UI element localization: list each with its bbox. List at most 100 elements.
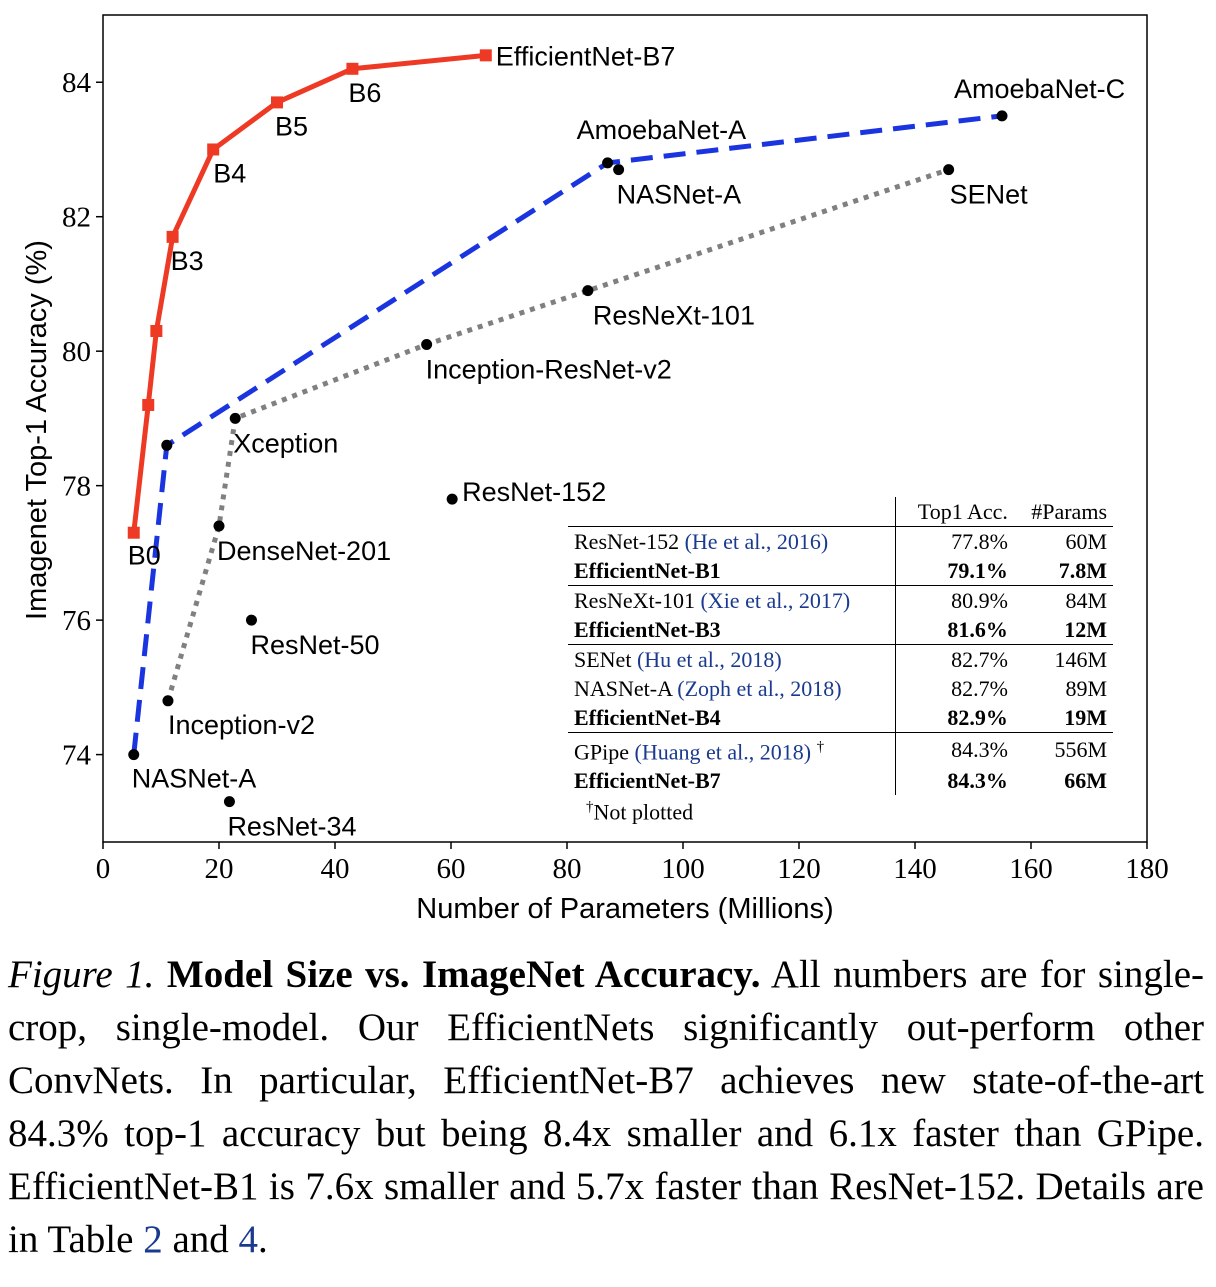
table-header-model bbox=[568, 497, 895, 527]
citation-link[interactable]: (Hu et al., 2018) bbox=[636, 647, 782, 672]
footnote-text: Not plotted bbox=[593, 799, 694, 825]
plot-frame bbox=[102, 14, 1148, 843]
data-label: AmoebaNet-C bbox=[954, 74, 1125, 104]
data-point-square bbox=[346, 62, 359, 75]
data-point bbox=[162, 695, 174, 707]
citation-link[interactable]: (Xie et al., 2017) bbox=[700, 588, 851, 613]
table-cell-params: 60M bbox=[1013, 526, 1113, 556]
data-label: NASNet-A bbox=[132, 764, 257, 794]
citation-link[interactable]: (Huang et al., 2018) bbox=[634, 739, 812, 765]
series-line bbox=[131, 52, 487, 533]
data-label: ResNet-152 bbox=[462, 477, 606, 507]
caption-end: . bbox=[258, 1218, 268, 1261]
y-tick-label: 82 bbox=[62, 202, 91, 234]
table-cell-model: GPipe (Huang et al., 2018) † bbox=[568, 732, 896, 767]
data-point bbox=[613, 164, 625, 176]
x-tick-label: 160 bbox=[1009, 853, 1053, 885]
x-tick-label: 80 bbox=[553, 853, 582, 885]
data-point bbox=[223, 796, 235, 808]
y-tick-label: 78 bbox=[62, 471, 91, 503]
model-name: ResNet-152 bbox=[574, 529, 680, 554]
citation-link[interactable]: (Zoph et al., 2018) bbox=[677, 676, 842, 701]
dagger-symbol: † bbox=[586, 799, 594, 816]
y-tick-label: 80 bbox=[62, 336, 91, 368]
x-tick-label: 180 bbox=[1125, 853, 1169, 885]
table-ref-link[interactable]: 2 bbox=[143, 1218, 163, 1261]
figure-label: Figure 1. bbox=[8, 953, 155, 996]
table-row: ResNeXt-101 (Xie et al., 2017) 80.9% 84M bbox=[568, 585, 1113, 615]
data-label: AmoebaNet-A bbox=[577, 115, 747, 145]
table-cell-accuracy: 81.6% bbox=[894, 615, 1014, 645]
table-row: EfficientNet-B4 82.9% 19M bbox=[568, 703, 1113, 733]
x-axis-label: Number of Parameters (Millions) bbox=[416, 893, 833, 925]
x-tick-label: 40 bbox=[321, 853, 350, 885]
figure-chart: Number of Parameters (Millions) Imagenet… bbox=[21, 14, 1169, 925]
model-name: EfficientNet-B4 bbox=[574, 705, 721, 730]
data-point-square bbox=[142, 398, 155, 411]
table-cell-model: NASNet-A (Zoph et al., 2018) bbox=[568, 674, 895, 703]
model-name: SENet bbox=[574, 647, 632, 672]
y-tick-label: 76 bbox=[62, 605, 91, 637]
table-cell-accuracy: 77.8% bbox=[894, 526, 1014, 556]
x-tick-label: 120 bbox=[777, 853, 821, 885]
table-cell-accuracy: 80.9% bbox=[894, 585, 1014, 615]
table-cell-model: EfficientNet-B4 bbox=[568, 703, 895, 733]
data-point bbox=[421, 338, 433, 350]
data-point-square bbox=[166, 230, 179, 243]
table-ref-link[interactable]: 4 bbox=[238, 1218, 259, 1261]
table-row: EfficientNet-B3 81.6% 12M bbox=[568, 615, 1113, 645]
caption-and: and bbox=[172, 1218, 229, 1261]
table-row: GPipe (Huang et al., 2018) † 84.3% 556M bbox=[568, 732, 1113, 767]
table-cell-model: SENet (Hu et al., 2018) bbox=[568, 644, 896, 674]
table-cell-model: ResNeXt-101 (Xie et al., 2017) bbox=[568, 585, 896, 615]
series-line bbox=[131, 113, 1003, 755]
x-tick-label: 0 bbox=[96, 853, 111, 885]
x-tick-label: 20 bbox=[205, 853, 234, 885]
data-label: Inception-ResNet-v2 bbox=[426, 354, 672, 384]
data-point-square bbox=[479, 49, 492, 62]
table-cell-params: 7.8M bbox=[1058, 558, 1107, 583]
comparison-table: Top1 Acc. #Params ResNet-152 (He et al.,… bbox=[568, 497, 1113, 826]
data-label: EfficientNet-B7 bbox=[496, 41, 676, 71]
table-cell-params: 84M bbox=[1013, 585, 1113, 615]
data-label: B4 bbox=[213, 158, 246, 188]
table-cell-model: EfficientNet-B7 bbox=[568, 766, 895, 795]
dagger-mark: † bbox=[816, 739, 825, 755]
model-name: EfficientNet-B7 bbox=[574, 768, 721, 794]
table-cell-params: 66M bbox=[1064, 768, 1107, 794]
table-row: EfficientNet-B7 84.3% 66M bbox=[568, 766, 1113, 796]
table-cell-params: 556M bbox=[1013, 732, 1113, 767]
data-label: SENet bbox=[950, 180, 1029, 210]
x-tick-label: 140 bbox=[893, 853, 937, 885]
y-axis-label: Imagenet Top-1 Accuracy (%) bbox=[21, 240, 53, 620]
data-point-square bbox=[207, 143, 220, 156]
data-point bbox=[996, 110, 1008, 122]
data-point bbox=[245, 614, 257, 626]
data-point bbox=[582, 285, 594, 297]
data-label: B5 bbox=[275, 111, 308, 141]
caption-body: All numbers are for single-crop, single-… bbox=[8, 953, 1205, 1261]
table-cell-params: 12M bbox=[1064, 617, 1107, 642]
model-name: GPipe bbox=[574, 739, 629, 765]
table-cell-model: EfficientNet-B3 bbox=[568, 615, 895, 645]
citation-link[interactable]: (He et al., 2016) bbox=[684, 529, 829, 554]
table-cell-accuracy: 79.1% bbox=[894, 556, 1014, 586]
data-label: B0 bbox=[128, 541, 161, 571]
chart-canvas: Number of Parameters (Millions) Imagenet… bbox=[21, 14, 1169, 925]
y-tick-label: 84 bbox=[62, 67, 92, 99]
data-label: Xception bbox=[233, 428, 338, 458]
data-label: Inception-v2 bbox=[168, 710, 315, 740]
table-header-accuracy: Top1 Acc. bbox=[894, 497, 1014, 527]
table-cell-params: 19M bbox=[1064, 705, 1107, 730]
table-cell-params: 89M bbox=[1065, 676, 1107, 701]
data-label: ResNet-50 bbox=[250, 630, 379, 660]
data-point bbox=[161, 439, 173, 451]
table-header-params: #Params bbox=[1031, 499, 1107, 524]
data-label: NASNet-A bbox=[617, 180, 742, 210]
table-cell-accuracy: 82.7% bbox=[894, 674, 1014, 703]
model-name: NASNet-A bbox=[574, 676, 672, 701]
figure-title: Model Size vs. ImageNet Accuracy. bbox=[166, 953, 761, 996]
table-row: EfficientNet-B1 79.1% 7.8M bbox=[568, 556, 1113, 586]
data-point bbox=[229, 412, 241, 424]
table-row: NASNet-A (Zoph et al., 2018) 82.7% 89M bbox=[568, 674, 1113, 703]
